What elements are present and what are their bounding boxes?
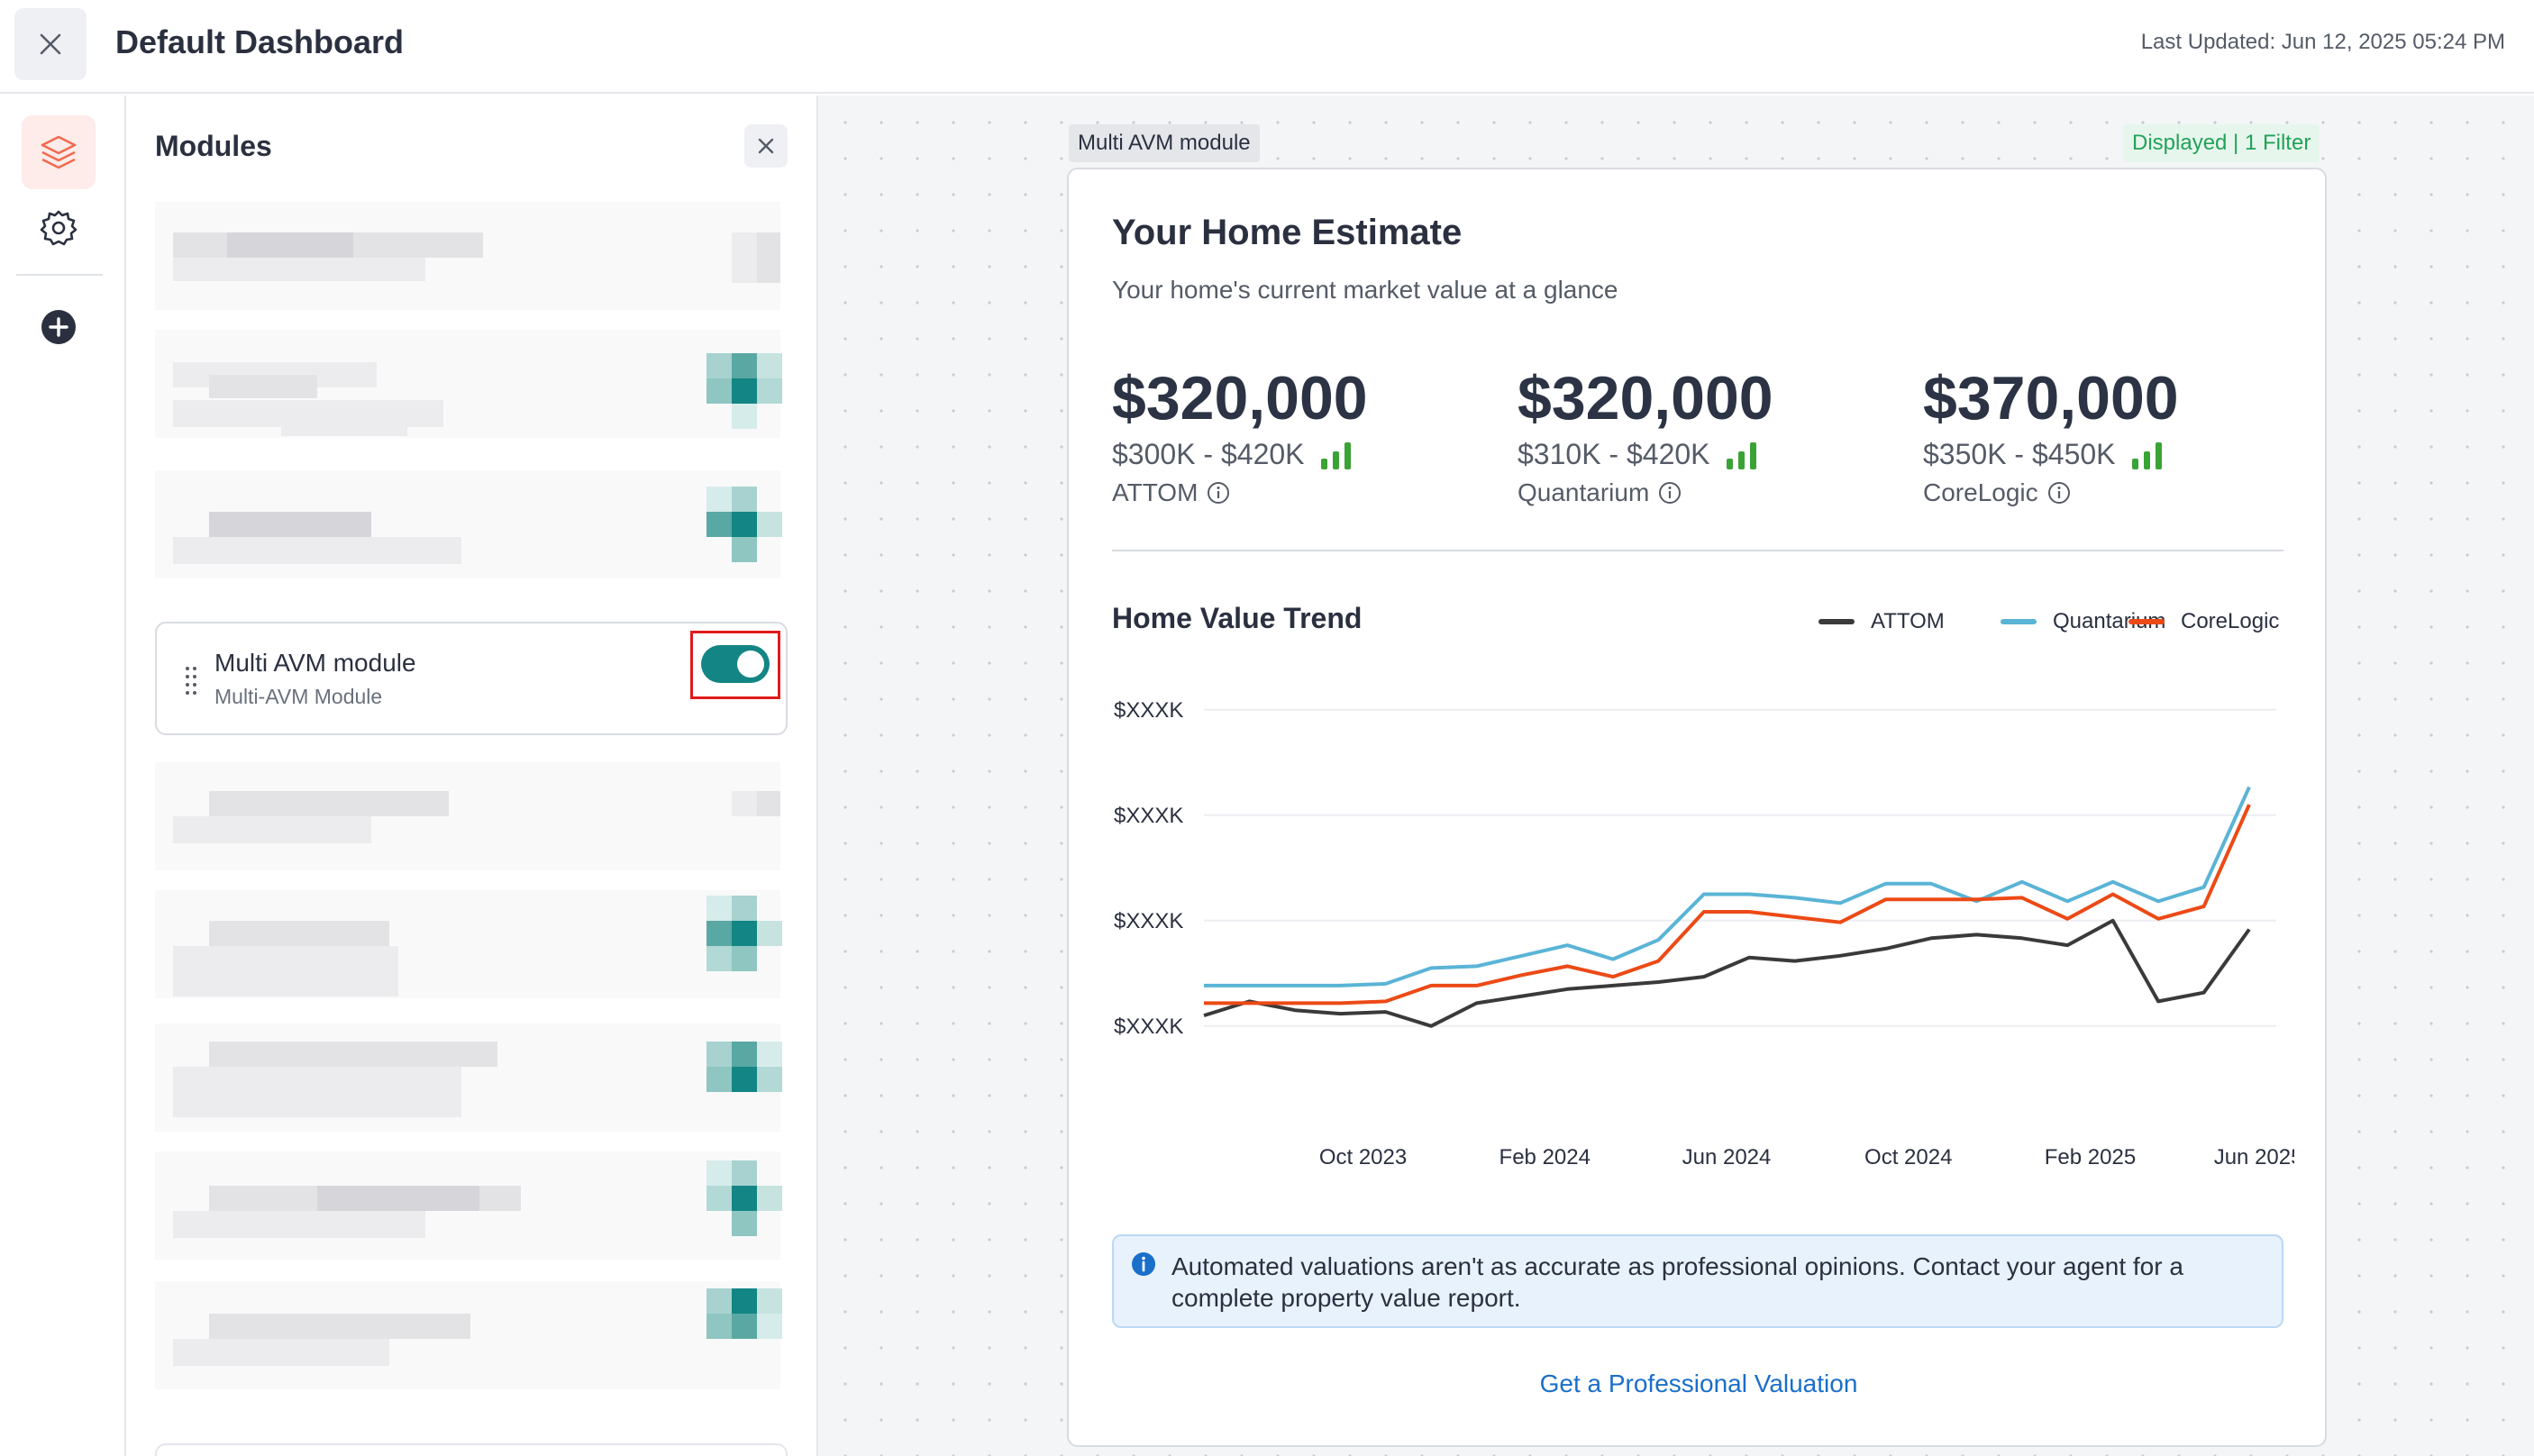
valuation-notice: Automated valuations aren't as accurate … — [1112, 1234, 2283, 1328]
range-text: $300K - $420K — [1112, 438, 1305, 470]
y-tick-label: $XXXK — [1114, 698, 1183, 723]
legend-swatch — [2128, 619, 2165, 624]
notice-text: Automated valuations aren't as accurate … — [1171, 1252, 2183, 1312]
info-filled-icon — [1132, 1252, 1155, 1276]
x-tick-label: Jun 2024 — [1682, 1145, 1772, 1169]
module-item-partial[interactable] — [155, 1443, 788, 1456]
modules-panel: Modules — [126, 96, 818, 1456]
x-tick-label: Jun 2025 — [2214, 1145, 2294, 1169]
y-tick-label: $XXXK — [1114, 909, 1183, 933]
range-text: $310K - $420K — [1518, 438, 1710, 470]
estimate-value: $370,000 — [1923, 364, 2179, 432]
module-item-multi-avm[interactable]: Multi AVM module Multi-AVM Module — [155, 622, 788, 735]
legend-label: CoreLogic — [2181, 609, 2280, 633]
last-updated-text: Last Updated: Jun 12, 2025 05:24 PM — [2140, 30, 2505, 54]
confidence-bars-icon — [1320, 441, 1351, 469]
gear-icon — [40, 210, 77, 246]
info-icon[interactable] — [1207, 481, 1230, 505]
legend-item-attom: ATTOM — [1818, 609, 1945, 634]
close-icon — [40, 33, 61, 55]
layers-icon — [41, 135, 77, 169]
module-item-blurred[interactable] — [155, 202, 780, 310]
series-line-attom[interactable] — [1203, 918, 2251, 1028]
estimate-value: $320,000 — [1112, 364, 1368, 432]
module-title: Multi AVM module — [214, 649, 416, 677]
estimate-source: ATTOM — [1112, 478, 1490, 507]
filter-status-badge[interactable]: Displayed | 1 Filter — [2123, 124, 2320, 162]
y-tick-label: $XXXK — [1114, 804, 1183, 828]
estimate-source: CoreLogic — [1923, 478, 2302, 507]
estimate-quantarium: $320,000 $310K - $420K Quantarium — [1518, 362, 1896, 507]
layers-button[interactable] — [22, 115, 96, 189]
divider — [1112, 550, 2283, 551]
legend-swatch — [2001, 619, 2037, 624]
module-item-blurred[interactable] — [155, 1281, 782, 1389]
settings-button[interactable] — [36, 205, 81, 250]
toggle-highlight — [690, 631, 780, 699]
series-line-quantarium[interactable] — [1204, 786, 2251, 987]
range-text: $350K - $450K — [1923, 438, 2116, 470]
confidence-bars-icon — [2131, 441, 2162, 469]
rail-divider — [16, 274, 103, 276]
x-tick-label: Feb 2024 — [1499, 1145, 1591, 1169]
professional-valuation-link[interactable]: Get a Professional Valuation — [1069, 1370, 2329, 1398]
estimate-corelogic: $370,000 $350K - $450K CoreLogic — [1923, 362, 2302, 507]
series-line-corelogic[interactable] — [1204, 804, 2251, 1006]
home-value-trend-chart: $XXXK $XXXK $XXXK $XXXK Oct 2023 Feb 2024 Jun … — [1114, 698, 2294, 1169]
toggle-knob — [737, 651, 764, 678]
drag-handle-icon[interactable] — [184, 665, 198, 697]
module-item-blurred[interactable] — [155, 890, 782, 998]
legend-label: ATTOM — [1871, 609, 1945, 633]
estimate-value: $320,000 — [1518, 364, 1773, 432]
info-icon[interactable] — [2047, 481, 2071, 505]
page-title: Default Dashboard — [115, 23, 405, 60]
estimate-range: $310K - $420K — [1518, 438, 1896, 471]
close-modules-button[interactable] — [744, 124, 788, 168]
module-item-blurred[interactable] — [155, 762, 780, 870]
source-name: ATTOM — [1112, 478, 1199, 506]
card-title: Your Home Estimate — [1112, 213, 1463, 252]
legend-item-corelogic: CoreLogic — [2128, 609, 2279, 634]
home-estimate-card: Your Home Estimate Your home's current m… — [1067, 168, 2327, 1447]
module-subtitle: Multi-AVM Module — [214, 685, 383, 708]
close-icon — [758, 138, 774, 154]
x-tick-label: Oct 2024 — [1864, 1145, 1952, 1169]
y-tick-label: $XXXK — [1114, 1015, 1183, 1039]
module-item-blurred[interactable] — [155, 470, 782, 578]
estimate-range: $350K - $450K — [1923, 438, 2302, 471]
estimate-source: Quantarium — [1518, 478, 1896, 507]
module-item-blurred[interactable] — [155, 330, 782, 438]
module-item-blurred[interactable] — [155, 1151, 782, 1260]
close-dashboard-button[interactable] — [14, 8, 87, 80]
x-tick-label: Oct 2023 — [1319, 1145, 1407, 1169]
estimate-attom: $320,000 $300K - $420K ATTOM — [1112, 362, 1490, 507]
left-rail — [0, 96, 126, 1456]
module-visibility-toggle[interactable] — [701, 645, 770, 683]
module-item-blurred[interactable] — [155, 1024, 782, 1132]
module-name-tag: Multi AVM module — [1069, 124, 1260, 162]
x-tick-label: Feb 2025 — [2045, 1145, 2136, 1169]
source-name: CoreLogic — [1923, 478, 2038, 506]
legend-swatch — [1818, 619, 1855, 624]
confidence-bars-icon — [1726, 441, 1756, 469]
top-bar: Default Dashboard Last Updated: Jun 12, … — [0, 0, 2534, 94]
dashboard-canvas: Multi AVM module Displayed | 1 Filter Yo… — [818, 96, 2534, 1456]
plus-circle-icon — [41, 310, 76, 344]
link-label[interactable]: Get a Professional Valuation — [1539, 1370, 1858, 1397]
estimate-range: $300K - $420K — [1112, 438, 1490, 471]
add-module-button[interactable] — [40, 308, 77, 346]
source-name: Quantarium — [1518, 478, 1650, 506]
modules-title: Modules — [155, 130, 272, 162]
trend-title: Home Value Trend — [1112, 602, 1363, 634]
card-subtitle: Your home's current market value at a gl… — [1112, 276, 1618, 304]
info-icon[interactable] — [1658, 481, 1682, 505]
